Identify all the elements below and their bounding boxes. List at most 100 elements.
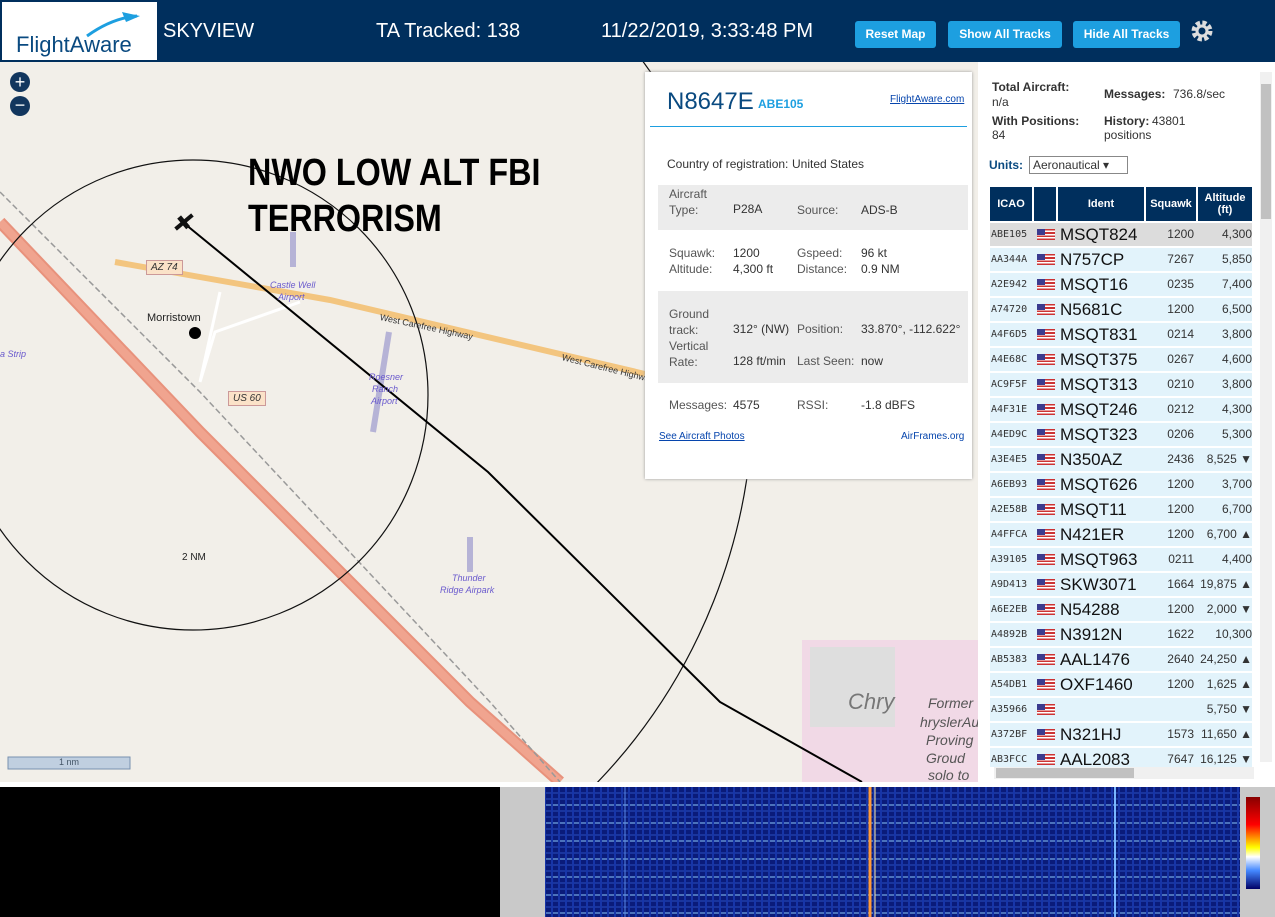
squawk-cell: 1200 [1167,527,1194,541]
altitude-cell: 7,400 [1221,277,1252,291]
ident-cell: MSQT831 [1060,325,1138,344]
map-label: Chry [848,689,895,714]
table-row[interactable] [990,373,1252,396]
table-row[interactable] [990,523,1252,546]
flag [1037,229,1055,240]
table-row[interactable] [990,398,1252,421]
field-value: 96 kt [861,246,888,260]
black-panel [0,787,500,917]
squawk-cell: 0211 [1168,552,1194,566]
table-row[interactable] [990,248,1252,271]
table-row[interactable] [990,723,1252,746]
icao-cell: AB3FCC [991,754,1028,765]
logo-text: FlightAware [16,32,132,57]
icao-cell: A4FFCA [991,529,1028,540]
flag [1037,279,1055,290]
bottom-panel [0,787,1275,917]
table-row[interactable] [990,573,1252,596]
field-value: 33.870°, -112.622° [861,322,961,336]
flag-canton [1037,529,1045,535]
flag-canton [1037,504,1045,510]
flag-canton [1037,404,1045,410]
table-row[interactable] [990,298,1252,321]
altitude-cell: 4,300 [1221,227,1252,241]
photos-link[interactable]: See Aircraft Photos [659,431,745,442]
table-row[interactable] [990,323,1252,346]
show-tracks-button[interactable]: Show All Tracks [948,21,1062,48]
units-select[interactable]: Aeronautical ▾ [1029,156,1128,174]
settings-icon[interactable] [1190,19,1214,43]
table-row[interactable] [990,223,1252,246]
table-row[interactable] [990,648,1252,671]
ident-cell: MSQT313 [1060,375,1138,394]
table-row[interactable] [990,348,1252,371]
zoom-out[interactable]: − [10,96,30,116]
scrollbar[interactable] [1260,72,1272,762]
flag-canton [1037,554,1045,560]
table-row[interactable] [990,623,1252,646]
reset-map-button[interactable]: Reset Map [855,21,936,48]
column-header: Squawk [1146,187,1196,221]
flag-canton [1037,629,1045,635]
squawk-cell: 1200 [1167,302,1194,316]
map-label: Castle Well [270,280,316,290]
table-row[interactable] [990,598,1252,621]
flag-canton [1037,354,1045,360]
flag [1037,529,1055,540]
zoom-in[interactable]: + [10,72,30,92]
flag [1037,354,1055,365]
icao-cell: A6EB93 [991,479,1028,490]
country: United States [792,157,865,171]
table-row[interactable] [990,273,1252,296]
icao-cell: A9D413 [991,579,1028,590]
altitude-cell: 3,800 [1221,327,1252,341]
popup-link[interactable]: FlightAware.com [890,94,965,105]
altitude-cell: 6,700 ▲ [1206,527,1252,541]
overlay-line: TERRORISM [248,198,442,240]
table-row[interactable] [990,698,1252,721]
altitude-cell: 8,525 ▼ [1206,452,1252,466]
flag [1037,704,1055,715]
column-header: Altitude (ft) [1198,187,1252,221]
map-canvas [0,62,978,782]
altitude-cell: 6,700 [1221,502,1252,516]
map-label: US 60 [228,391,266,406]
squawk-cell: 1200 [1167,502,1194,516]
table-row[interactable] [990,748,1252,767]
altitude-cell: 5,750 ▼ [1206,702,1252,716]
field-value: -1.8 dBFS [861,398,916,412]
flag-canton [1037,279,1045,285]
h-scrollbar[interactable] [994,767,1254,779]
squawk-cell: 1200 [1167,477,1194,491]
popup-registration: N8647E [667,88,754,115]
flag-canton [1037,579,1045,585]
squawk-cell: 1200 [1167,227,1194,241]
table-row[interactable] [990,498,1252,521]
datetime: 11/22/2019, 3:33:48 PM [601,20,814,42]
ident-cell: MSQT375 [1060,350,1138,369]
flag [1037,729,1055,740]
icao-cell: A6E2EB [991,604,1028,615]
map-label: solo to [928,767,970,782]
field-label: Aircraft Type: [669,187,708,217]
icao-cell: A372BF [991,729,1028,740]
table-row[interactable] [990,423,1252,446]
stat-value: 43801 positions [1104,114,1186,142]
table-row[interactable] [990,548,1252,571]
squawk-cell: 2436 [1167,452,1194,466]
field-value: 1200 [733,246,760,260]
popup-ident: ABE105 [758,97,804,111]
flag-canton [1037,704,1045,710]
airframes-link[interactable]: AirFrames.org [901,431,965,442]
icao-cell: A39105 [991,554,1028,565]
hide-tracks-button[interactable]: Hide All Tracks [1073,21,1180,48]
field-label: Source: [797,203,839,217]
color-scale [1246,797,1260,889]
table-row[interactable] [990,673,1252,696]
squawk-cell: 0206 [1167,427,1194,441]
table-row[interactable] [990,448,1252,471]
flag [1037,479,1055,490]
table-row[interactable] [990,473,1252,496]
ident-cell: SKW3071 [1060,575,1137,594]
ident-cell: OXF1460 [1060,675,1133,694]
